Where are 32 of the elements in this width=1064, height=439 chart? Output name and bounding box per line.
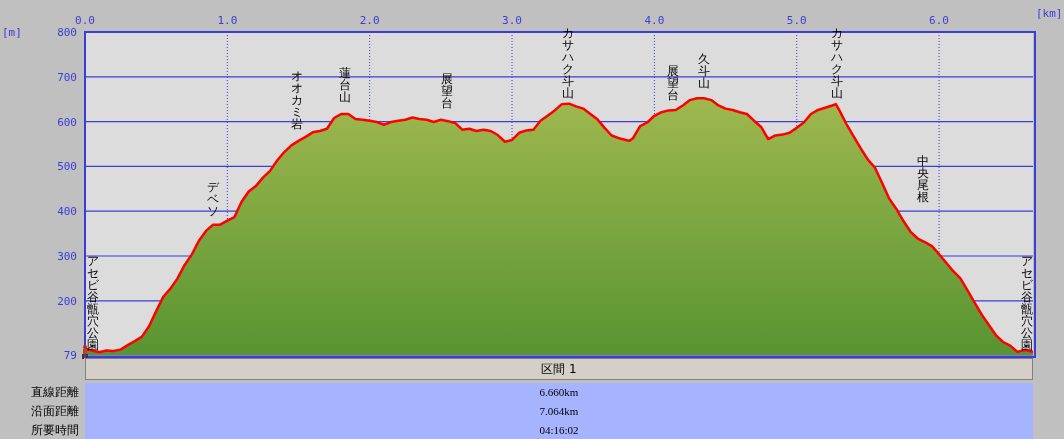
x-tick-label: 4.0 — [644, 14, 665, 27]
annotation: アセビ谷甑穴公園 — [86, 254, 100, 352]
y-tick-label: 200 — [57, 294, 77, 308]
x-tick-label: 3.0 — [502, 14, 522, 27]
text: 直線距離 — [30, 384, 79, 401]
y-tick-label: 800 — [57, 25, 77, 39]
x-axis-title: [km] — [1036, 7, 1063, 20]
y-tick-label: 500 — [57, 160, 77, 174]
y-tick-label: 600 — [57, 115, 77, 129]
y-tick-label: 300 — [57, 249, 77, 263]
y-axis-title: [m] — [2, 26, 22, 39]
annotation: 展望台 — [440, 72, 454, 110]
annotation: デベソ — [206, 180, 220, 218]
annotation: 展望台 — [666, 64, 680, 102]
text: 04:16:02 — [85, 421, 1033, 439]
text: 沿面距離 — [30, 403, 79, 420]
text: 所要時間 — [30, 422, 79, 439]
y-tick-label: 400 — [57, 205, 77, 219]
annotation: 中央尾根 — [916, 154, 930, 204]
x-tick-label: 5.0 — [786, 14, 807, 27]
text: 6.660km — [85, 383, 1033, 402]
x-tick-label: 1.0 — [217, 14, 238, 27]
x-tick-label: 6.0 — [929, 14, 949, 27]
y-tick-label: 700 — [57, 70, 77, 84]
annotation: アセビ谷甑穴公園 — [1020, 254, 1034, 352]
text: 7.064km — [85, 402, 1033, 421]
x-tick-label: 2.0 — [359, 14, 380, 27]
annotation: 蓮台山 — [338, 66, 352, 104]
text: 区間 1 — [85, 358, 1033, 380]
y-tick-label: 79 — [63, 348, 77, 362]
annotation: 久斗山 — [697, 52, 711, 90]
x-tick-label: 0.0 — [75, 14, 95, 27]
